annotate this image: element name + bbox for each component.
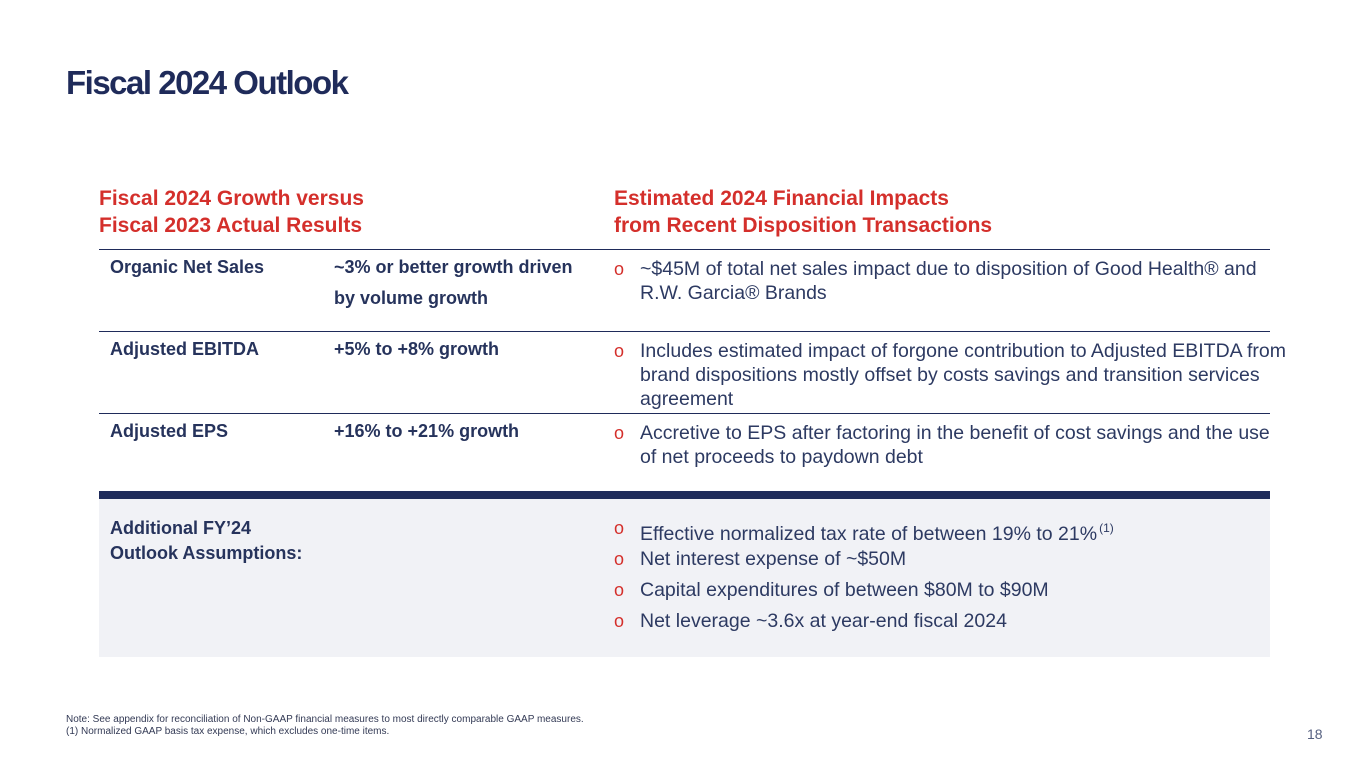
- assumption-text: Capital expenditures of between $80M to …: [640, 579, 1049, 601]
- impact-text-content: Accretive to EPS after factoring in the …: [640, 422, 1270, 468]
- page-number: 18: [1307, 726, 1323, 742]
- list-item: o Effective normalized tax rate of betwe…: [614, 516, 1264, 547]
- assumption-text: Net interest expense of ~$50M: [640, 548, 907, 570]
- assumption-text: Net leverage ~3.6x at year-end fiscal 20…: [640, 610, 1007, 632]
- footnote-line: (1) Normalized GAAP basis tax expense, w…: [66, 726, 390, 737]
- list-item: o Net leverage ~3.6x at year-end fiscal …: [614, 609, 1264, 640]
- bullet-icon: o: [614, 518, 625, 538]
- assumptions-list: o Effective normalized tax rate of betwe…: [614, 516, 1264, 640]
- impact-text: o ~$45M of total net sales impact due to…: [614, 257, 1290, 305]
- assumption-text: Effective normalized tax rate of between…: [640, 523, 1098, 545]
- bullet-icon: o: [614, 423, 625, 443]
- bullet-icon: o: [614, 580, 625, 600]
- page-title: Fiscal 2024 Outlook: [66, 64, 349, 101]
- metric-label: Organic Net Sales: [110, 257, 265, 277]
- metric-label: Adjusted EPS: [110, 421, 229, 441]
- bullet-icon: o: [614, 549, 625, 569]
- assumptions-label: Additional FY’24 Outlook Assumptions:: [110, 518, 303, 563]
- impacts-column-header: Estimated 2024 Financial Impacts from Re…: [614, 185, 992, 239]
- guidance-value: ~3% or better growth driven by volume gr…: [334, 257, 573, 308]
- bullet-icon: o: [614, 611, 625, 631]
- impacts-header-line1: Estimated 2024 Financial Impacts: [614, 187, 949, 210]
- growth-header-line1: Fiscal 2024 Growth versus: [99, 187, 364, 210]
- growth-header-line2: Fiscal 2023 Actual Results: [99, 214, 363, 237]
- impact-text-content: Includes estimated impact of forgone con…: [640, 340, 1287, 410]
- table-row-adjusted-eps: Adjusted EPS +16% to +21% growth o Accre…: [99, 413, 1270, 492]
- impact-text: o Includes estimated impact of forgone c…: [614, 339, 1290, 411]
- guidance-value: +5% to +8% growth: [334, 339, 500, 359]
- table-row-adjusted-ebitda: Adjusted EBITDA +5% to +8% growth o Incl…: [99, 331, 1286, 414]
- growth-column-header: Fiscal 2024 Growth versus Fiscal 2023 Ac…: [99, 185, 364, 239]
- list-item: o Capital expenditures of between $80M t…: [614, 578, 1264, 609]
- impact-text: o Accretive to EPS after factoring in th…: [614, 421, 1290, 469]
- bullet-icon: o: [614, 341, 625, 361]
- footnote-ref: (1): [1099, 521, 1114, 535]
- list-item: o Net interest expense of ~$50M: [614, 547, 1264, 578]
- impact-text-content: ~$45M of total net sales impact due to d…: [640, 258, 1257, 304]
- table-row-organic-net-sales: Organic Net Sales ~3% or better growth d…: [99, 249, 1270, 332]
- guidance-value: +16% to +21% growth: [334, 421, 520, 441]
- footnotes: Note: See appendix for reconciliation of…: [66, 714, 584, 738]
- metric-label: Adjusted EBITDA: [110, 339, 260, 359]
- assumptions-panel: Additional FY’24 Outlook Assumptions: o …: [99, 491, 1270, 657]
- impacts-header-line2: from Recent Disposition Transactions: [614, 214, 993, 237]
- bullet-icon: o: [614, 259, 625, 279]
- footnote-line: Note: See appendix for reconciliation of…: [66, 714, 584, 725]
